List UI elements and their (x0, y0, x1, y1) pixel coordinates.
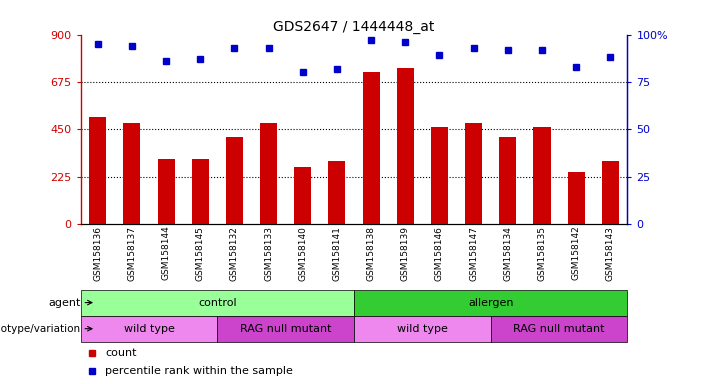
Bar (465, 123, 482, 224)
Bar (601, 161, 619, 224)
Bar (123, 123, 140, 224)
Bar (217, 316, 354, 342)
Bar (491, 316, 627, 342)
Bar (362, 73, 380, 224)
Text: agent: agent (48, 298, 81, 308)
Text: count: count (105, 348, 137, 358)
Text: RAG null mutant: RAG null mutant (240, 324, 332, 334)
Bar (260, 123, 277, 224)
Bar (81, 290, 354, 316)
Text: control: control (198, 298, 237, 308)
Bar (81, 316, 217, 342)
Bar (499, 137, 517, 224)
Title: GDS2647 / 1444448_at: GDS2647 / 1444448_at (273, 20, 435, 33)
Bar (191, 159, 209, 224)
Text: allergen: allergen (468, 298, 513, 308)
Bar (294, 167, 311, 224)
Bar (354, 290, 627, 316)
Bar (568, 172, 585, 224)
Bar (354, 316, 491, 342)
Bar (226, 137, 243, 224)
Text: wild type: wild type (397, 324, 448, 334)
Bar (533, 127, 550, 224)
Bar (431, 127, 448, 224)
Text: wild type: wild type (123, 324, 175, 334)
Bar (328, 161, 346, 224)
Text: RAG null mutant: RAG null mutant (513, 324, 605, 334)
Text: genotype/variation: genotype/variation (0, 324, 81, 334)
Bar (397, 68, 414, 224)
Bar (89, 117, 107, 224)
Bar (158, 159, 175, 224)
Text: percentile rank within the sample: percentile rank within the sample (105, 366, 293, 376)
